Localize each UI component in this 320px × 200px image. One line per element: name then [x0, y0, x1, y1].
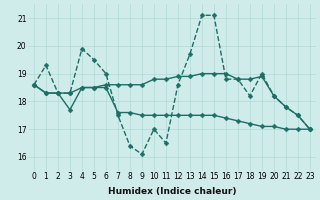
- X-axis label: Humidex (Indice chaleur): Humidex (Indice chaleur): [108, 187, 236, 196]
